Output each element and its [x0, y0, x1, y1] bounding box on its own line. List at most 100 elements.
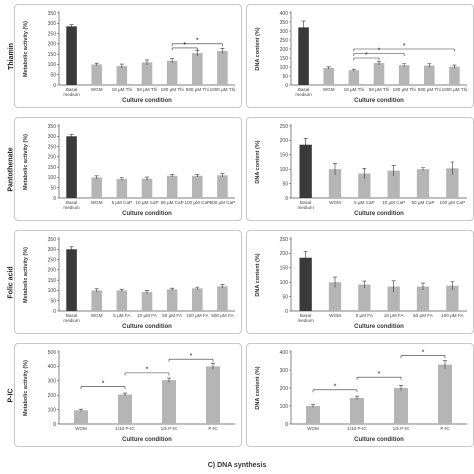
y-tick-label: 100: [48, 175, 57, 181]
y-axis-label: Metabolic activity (%): [23, 21, 29, 77]
x-tick-label: 50 μM CaP: [411, 200, 434, 205]
y-tick-label: 50: [282, 181, 288, 187]
bar: [217, 51, 228, 85]
figure-footer: C) DNA synthesis: [207, 462, 267, 469]
x-tick-label: 50 μM FA: [162, 313, 183, 318]
chart-svg: Metabolic activity (%) 0 50 100 150 200 250 300…: [23, 124, 236, 217]
y-tick-label: 250: [48, 31, 57, 37]
significance-label: *: [183, 42, 186, 49]
chart-panel-pantothenate-dna: DNA content (%) 0 50 100 150 200 250 Basal mediu…: [246, 117, 474, 221]
x-tick-label: 10 μM CaP: [135, 200, 158, 205]
y-tick-label: 150: [280, 56, 289, 62]
x-tick-label: Basal medium: [295, 87, 312, 97]
x-tick-label: P-IC: [208, 426, 218, 431]
bar: [350, 397, 364, 424]
bar: [66, 136, 77, 198]
chart-svg: Metabolic activity (%) 0 50 100 150 200 250 300…: [23, 237, 235, 330]
x-axis-label: Culture condition: [354, 211, 404, 217]
x-tick-label: 10 μM FA: [137, 313, 158, 318]
bar: [162, 380, 176, 424]
bar: [348, 70, 360, 85]
chart-svg: Metabolic activity (%) 0 50 100 150 200 250 300…: [23, 11, 235, 104]
y-tick-label: 200: [48, 393, 57, 399]
x-tick-label: 1/5 P-IC: [393, 426, 411, 431]
bar: [358, 284, 371, 311]
bar: [424, 65, 435, 85]
x-tick-label: WGM: [307, 426, 319, 431]
y-tick-label: 300: [48, 247, 57, 253]
chart-svg: DNA content (%) 0 50 100 150 200 250 Basal mediu…: [255, 124, 467, 217]
y-tick-label: 100: [280, 167, 289, 173]
y-tick-label: 200: [280, 47, 289, 53]
y-tick-label: 500: [48, 350, 57, 356]
y-tick-label: 250: [48, 144, 57, 150]
x-tick-label: WGM: [91, 200, 103, 205]
x-tick-label: WGM: [75, 426, 87, 431]
y-tick-label: 300: [48, 134, 57, 140]
x-tick-label: 100 μM CaP: [440, 200, 466, 205]
y-tick-label: 100: [280, 65, 289, 71]
y-tick-label: 50: [50, 73, 56, 79]
x-tick-label: 10 μM Thi: [344, 87, 364, 92]
x-tick-label: WGM: [323, 87, 335, 92]
y-tick-label: 250: [280, 237, 289, 243]
y-tick-label: 50: [282, 294, 288, 300]
y-axis-label: Metabolic activity (%): [23, 134, 29, 190]
x-tick-label: 500 μM CaP: [210, 200, 236, 205]
y-tick-label: 250: [280, 38, 289, 44]
x-tick-label: 1000 μM Thi: [442, 87, 468, 92]
x-tick-label: 5 μM CaP: [112, 200, 133, 205]
x-tick-label: 50 μM Thi: [369, 87, 389, 92]
x-axis-label: Culture condition: [122, 324, 172, 330]
bar: [387, 170, 400, 198]
bar: [141, 178, 153, 198]
bar: [373, 63, 385, 85]
y-tick-label: 0: [285, 309, 288, 315]
y-tick-label: 100: [48, 288, 57, 294]
y-tick-label: 200: [48, 155, 57, 161]
x-tick-label: 500 μM FA: [211, 313, 234, 318]
chart-svg: DNA content (%) 0 100 200 300 400 WGM 1/10 P-IC…: [255, 349, 467, 443]
x-tick-label: 100 μM Thi: [393, 87, 416, 92]
bar: [438, 364, 452, 424]
y-tick-label: 400: [280, 350, 289, 356]
y-tick-label: 0: [53, 422, 56, 428]
y-tick-label: 100: [280, 280, 289, 286]
bar: [416, 169, 430, 198]
y-tick-label: 200: [280, 251, 289, 257]
x-tick-label: P-IC: [440, 426, 450, 431]
chart-panel-pic-dna: DNA content (%) 0 100 200 300 400 WGM 1/10 P-IC…: [246, 343, 474, 447]
bar: [299, 144, 312, 198]
x-tick-label: 50 μM Thi: [137, 87, 157, 92]
x-tick-label: WGM: [91, 87, 103, 92]
x-tick-label: Basal medium: [63, 313, 80, 323]
y-tick-label: 400: [280, 11, 289, 17]
bar: [166, 175, 178, 198]
x-tick-label: WGM: [329, 313, 341, 318]
y-tick-label: 300: [280, 368, 289, 374]
bar: [449, 66, 460, 85]
y-tick-label: 0: [285, 196, 288, 202]
bar: [446, 285, 459, 311]
significance-label: *: [334, 384, 337, 391]
bar: [141, 62, 153, 85]
y-tick-label: 0: [53, 196, 56, 202]
y-tick-label: 200: [48, 42, 57, 48]
significance-label: *: [190, 353, 193, 360]
x-axis-label: Culture condition: [122, 211, 172, 217]
significance-label: *: [422, 349, 425, 356]
x-tick-label: WGM: [91, 313, 103, 318]
bar: [387, 286, 400, 311]
x-tick-label: 100 μM FA: [186, 313, 209, 318]
bar: [192, 175, 203, 198]
y-tick-label: 150: [48, 165, 57, 171]
chart-svg: DNA content (%) 0 50 100 150 200 250 Basal mediu…: [255, 237, 467, 330]
x-axis-label: Culture condition: [122, 437, 172, 443]
significance-label: *: [365, 52, 368, 59]
significance-label: *: [378, 371, 381, 378]
x-tick-label: 500 μM Thi: [186, 87, 209, 92]
bar: [192, 288, 203, 311]
x-tick-label: 10 μM Thi: [112, 87, 132, 92]
bar: [328, 169, 342, 198]
x-tick-label: Basal medium: [63, 87, 80, 97]
